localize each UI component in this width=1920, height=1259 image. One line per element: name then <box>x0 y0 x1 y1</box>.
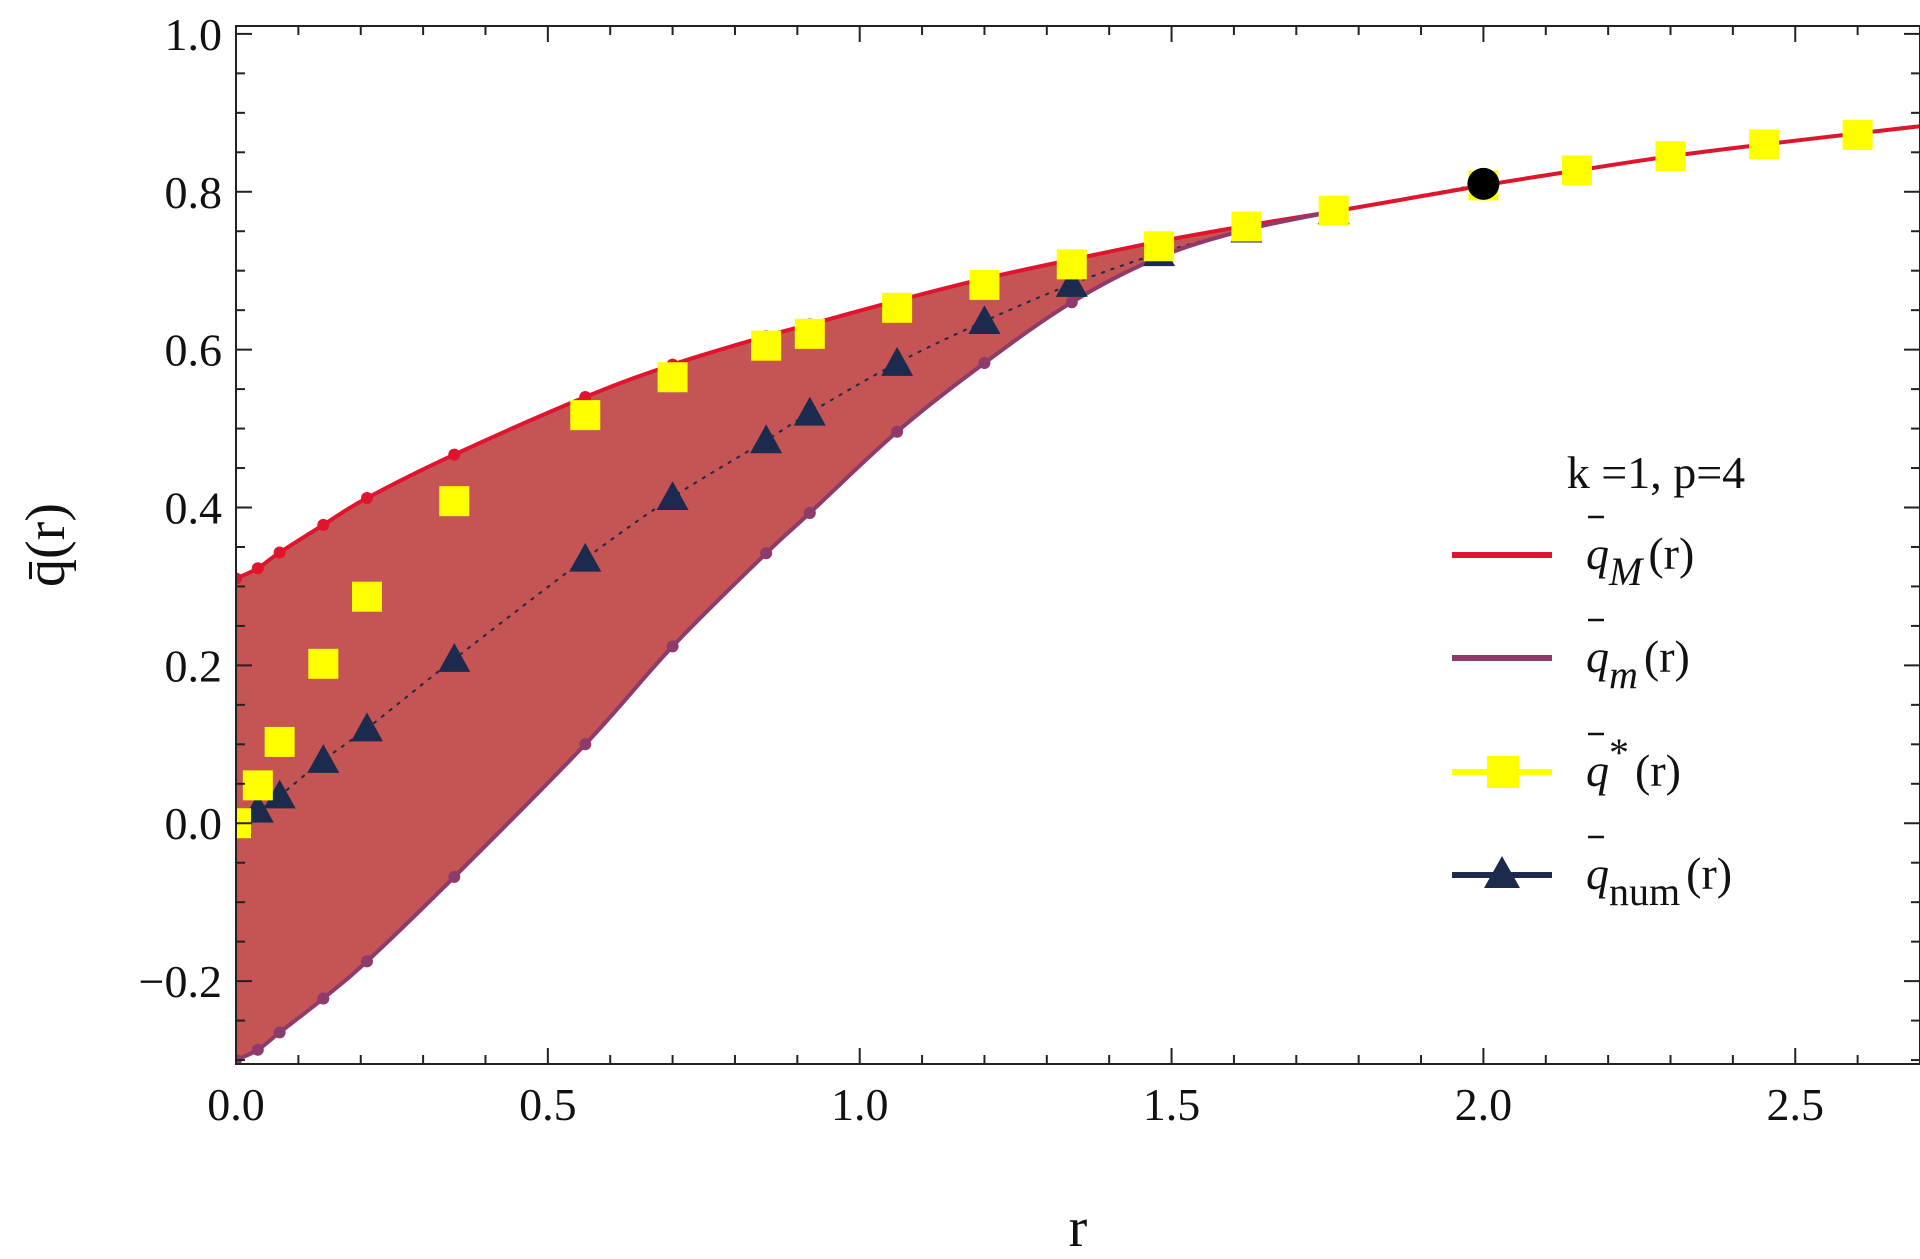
legend: k =1, p=4 qM (r) qm (r) q* (r) qnum (r) <box>1452 447 1745 914</box>
q-star-marker <box>1655 141 1686 172</box>
q-star-marker <box>264 726 295 757</box>
legend-title: k =1, p=4 <box>1567 447 1745 498</box>
x-axis-label: r <box>1069 1197 1088 1259</box>
plot-frame <box>235 25 1920 1065</box>
q-star-marker <box>308 648 339 679</box>
q-num-marker <box>750 424 783 454</box>
q-num-marker <box>881 347 914 376</box>
x-tick-label: 0.5 <box>519 1079 577 1130</box>
q-num-marker <box>438 643 471 672</box>
q-max-point <box>579 390 592 403</box>
y-tick-label: 0.2 <box>165 640 223 691</box>
y-tick-label: 1.0 <box>165 9 223 60</box>
band-fill <box>236 211 1334 1061</box>
q-star-marker <box>1561 155 1592 186</box>
q-star-marker <box>882 292 913 323</box>
y-tick-label: −0.2 <box>139 956 222 1007</box>
q-num-marker <box>569 542 602 572</box>
q-num-marker <box>263 779 296 809</box>
q-star-marker <box>1749 129 1780 160</box>
q-max-point <box>448 448 461 461</box>
q-max-point <box>273 546 286 559</box>
x-tick-label: 1.0 <box>831 1079 889 1130</box>
q-min-point <box>448 870 461 883</box>
q-star-marker <box>570 400 601 431</box>
q-min-point <box>273 1026 286 1039</box>
q-min-point <box>978 357 991 370</box>
q-num-marker <box>1055 268 1088 297</box>
y-axis-label: q̄(r) <box>15 503 77 587</box>
q-min-point <box>891 425 904 438</box>
y-tick-labels: −0.2 0.0 0.2 0.4 0.6 0.8 1.0 <box>139 9 222 1007</box>
x-tick-label: 0.0 <box>207 1079 265 1130</box>
q-star-marker <box>1231 211 1262 242</box>
q-min-point <box>666 640 679 653</box>
q-num-dotted-line <box>236 182 1484 825</box>
y-tick-label: 0.4 <box>165 483 223 534</box>
q-num-marker <box>793 396 826 426</box>
q-star-marker <box>969 269 1000 300</box>
q-min-point <box>579 738 592 751</box>
q-star-marker <box>1842 119 1873 150</box>
q-min-point <box>360 955 373 968</box>
q-star-marker <box>657 362 688 393</box>
legend-entries: qM (r) qm (r) q* (r) qnum (r) <box>1452 515 1732 914</box>
y-tick-label: 0.6 <box>165 325 223 376</box>
axis-ticks <box>235 26 1920 1064</box>
special-point <box>1467 167 1500 200</box>
q-num-marker <box>350 712 383 742</box>
x-tick-label: 2.0 <box>1455 1079 1513 1130</box>
q-num-marker <box>968 305 1001 335</box>
y-tick-label: 0.8 <box>165 167 223 218</box>
q-num-marker <box>307 744 340 773</box>
y-tick-label: 0.0 <box>165 798 223 849</box>
legend-label: qM (r) <box>1586 528 1694 594</box>
x-tick-label: 2.5 <box>1767 1079 1825 1130</box>
x-tick-label: 1.5 <box>1143 1079 1201 1130</box>
q-max-point <box>360 492 373 505</box>
q-star-marker <box>1318 195 1349 226</box>
q-max-point <box>251 562 264 575</box>
q-min-point <box>803 507 816 520</box>
q-min-point <box>760 547 773 560</box>
q-min-point <box>251 1043 264 1056</box>
q-min-point <box>236 1054 242 1064</box>
legend-label: qm (r) <box>1586 631 1690 697</box>
q-star-marker <box>1056 249 1087 280</box>
x-tick-labels: 0.0 0.5 1.0 1.5 2.0 2.5 <box>207 1079 1824 1130</box>
q-star-marker <box>794 318 825 349</box>
q-star-marker <box>351 581 382 612</box>
legend-label: q* (r) <box>1586 730 1681 796</box>
q-star-marker <box>751 330 782 361</box>
legend-swatch-triangle <box>1484 856 1520 888</box>
q-max-point <box>317 518 330 531</box>
q-max-point <box>236 572 242 585</box>
q-min-point <box>317 992 330 1005</box>
legend-swatch-square <box>1487 756 1519 788</box>
q-num-marker <box>656 481 689 511</box>
q-star-marker <box>242 770 273 801</box>
legend-label: qnum (r) <box>1586 848 1732 914</box>
q-star-marker <box>439 486 470 517</box>
q-min-point <box>1065 296 1078 309</box>
q-star-marker <box>1144 231 1175 262</box>
data-layer <box>236 119 1920 1064</box>
